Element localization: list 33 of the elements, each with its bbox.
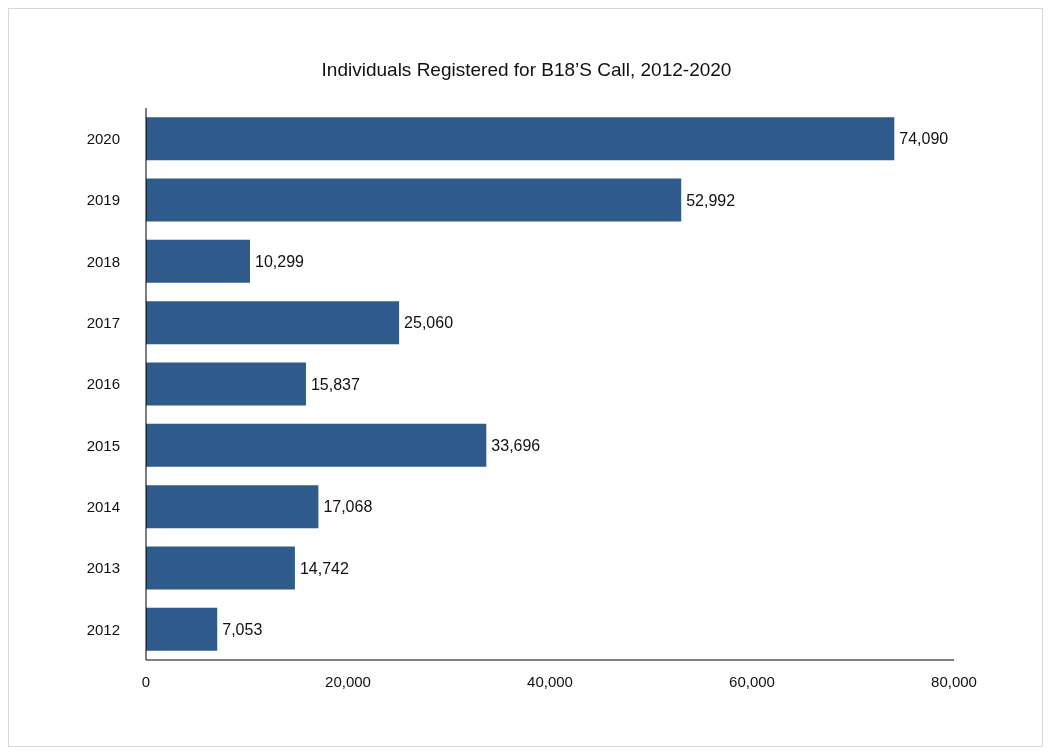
bar [146,178,682,222]
data-label: 14,742 [299,559,349,577]
y-tick-label: 2020 [86,129,120,147]
x-tick-label: 20,000 [325,672,371,690]
data-label: 15,837 [310,375,360,393]
data-label: 7,053 [222,621,263,639]
bar [146,117,895,161]
y-tick-label: 2016 [86,375,120,393]
data-label: 33,696 [491,437,541,455]
bar [146,239,251,283]
y-tick-label: 2015 [86,436,120,454]
y-tick-label: 2018 [86,252,120,270]
x-tick-label: 0 [141,672,151,690]
x-tick-label: 80,000 [931,672,977,690]
data-label: 25,060 [404,314,454,332]
bar [146,546,295,590]
data-label: 10,299 [255,253,305,271]
data-label: 74,090 [899,130,949,148]
chart-title: Individuals Registered for B18’S Call, 2012-2020 [320,59,733,81]
y-tick-label: 2014 [86,497,120,515]
x-tick-label: 40,000 [527,672,573,690]
y-tick-label: 2012 [86,620,120,638]
bar [146,423,487,467]
data-label: 52,992 [686,191,736,209]
bar [146,485,319,529]
bar [146,301,400,345]
bar [146,607,218,651]
y-tick-label: 2017 [86,313,120,331]
y-tick-label: 2013 [86,559,120,577]
x-tick-label: 60,000 [729,672,775,690]
data-label: 17,068 [323,498,373,516]
bar [146,362,306,406]
y-tick-label: 2019 [86,191,120,209]
